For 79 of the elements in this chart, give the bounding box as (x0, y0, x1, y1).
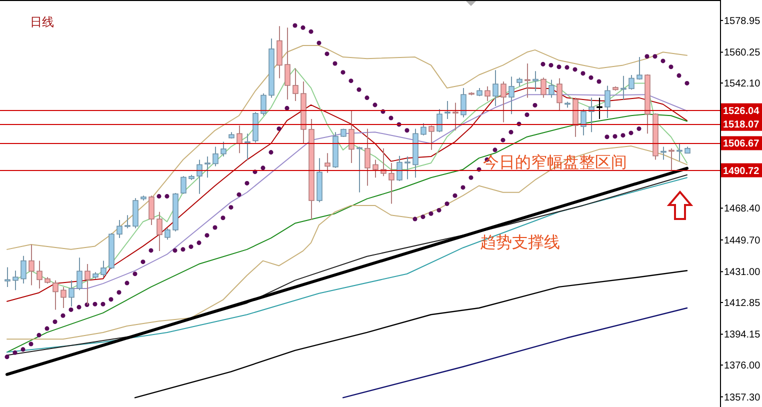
y-tick-label: 1560.25 (724, 48, 761, 59)
candlestick (116, 220, 122, 239)
candlestick (492, 70, 498, 106)
candlestick (292, 68, 298, 102)
candlestick (444, 100, 450, 120)
candlestick (620, 75, 626, 100)
candlestick (28, 244, 34, 286)
candlestick (532, 70, 538, 92)
candlestick (428, 124, 434, 150)
candlestick (284, 27, 290, 100)
candlestick (220, 141, 226, 158)
candlestick (164, 228, 170, 240)
candlestick (52, 280, 58, 310)
candlestick (636, 56, 642, 80)
candlestick (548, 79, 554, 98)
candlestick (452, 102, 458, 131)
candlestick (484, 86, 490, 102)
candlestick (212, 146, 218, 167)
y-tick-label: 1468.40 (724, 204, 761, 215)
candlestick (420, 122, 426, 136)
candlestick (76, 257, 82, 291)
y-tick-label: 1357.30 (724, 392, 761, 404)
y-tick-label: 1449.70 (724, 235, 761, 246)
line-series (6, 146, 688, 340)
candlestick (524, 63, 530, 98)
candlestick (148, 195, 154, 226)
candlestick (20, 255, 26, 284)
candlestick (236, 124, 242, 154)
y-tick-label: 1376.00 (724, 360, 761, 372)
candlestick (668, 148, 674, 172)
annotation: 今日的窄幅盘整区间 (483, 154, 627, 172)
candlestick (100, 260, 106, 278)
candlestick (156, 211, 162, 252)
ref-line-label: 1518.07 (723, 119, 760, 130)
y-tick-label: 1412.85 (724, 298, 761, 309)
candlestick (500, 81, 506, 123)
candlestick (12, 270, 18, 291)
line-series (6, 114, 688, 353)
y-tick-label: 1394.15 (724, 330, 761, 341)
candlestick (204, 156, 210, 178)
annotation: 日线 (30, 15, 54, 30)
annotation: 趋势支撑线 (480, 234, 560, 252)
candlestick (4, 266, 10, 288)
candlestick (580, 108, 586, 136)
candlestick (36, 260, 42, 289)
candlestick (596, 97, 602, 120)
candlestick (324, 152, 330, 174)
candlestick (180, 176, 186, 194)
candlestick (356, 146, 362, 193)
candlestick (628, 74, 634, 90)
y-tick-label: 1578.95 (724, 16, 761, 27)
ref-line-label: 1506.67 (723, 138, 760, 150)
candlestick (124, 214, 130, 229)
candlestick (364, 128, 370, 186)
candlestick (660, 146, 666, 160)
line-series (342, 307, 688, 398)
candlestick (388, 162, 394, 204)
candlestick (244, 133, 250, 160)
candlestick (196, 159, 202, 194)
candlestick (68, 280, 74, 307)
candlestick (84, 264, 90, 306)
candlestick (372, 159, 378, 178)
candlestick (604, 85, 610, 119)
candlestick (556, 78, 562, 112)
ref-line-label: 1526.04 (723, 106, 760, 117)
candlestick (676, 142, 682, 162)
line-series (134, 270, 688, 398)
candlestick (540, 77, 546, 98)
candlestick (396, 155, 402, 182)
candlestick (348, 110, 354, 164)
y-tick-label: 1431.00 (724, 267, 761, 278)
candlestick (460, 87, 466, 118)
ref-line-label: 1490.72 (723, 166, 760, 177)
candlestick (60, 286, 66, 309)
candlestick (436, 108, 442, 133)
candlestick (508, 76, 514, 115)
candlestick (404, 156, 410, 180)
candlestick (260, 92, 266, 116)
y-tick-label: 1542.10 (724, 78, 761, 90)
